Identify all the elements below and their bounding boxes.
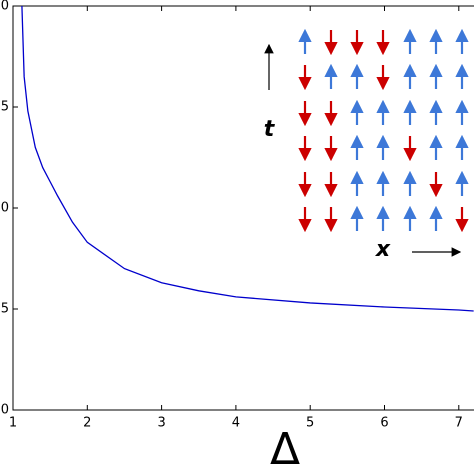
line [21,5,474,312]
y-tick-label: 0 [1,403,9,418]
y-tick-label: 20 [0,0,9,14]
x-tick-label: 2 [83,416,91,431]
inset: t x [264,28,469,262]
time-label: t [264,117,276,142]
y-tick-label: 5 [1,302,9,317]
plot-frame [12,5,474,411]
x-tick-label: 7 [455,416,463,431]
x-tick-label: 3 [157,416,165,431]
y-tick-label: 15 [0,100,9,115]
x-tick-label: 4 [232,416,240,431]
x-axis-label: Δ [270,424,300,474]
x-tick-label: 6 [380,416,388,431]
space-label: x [375,237,391,262]
y-tick-label: 10 [0,201,9,216]
x-tick-label: 5 [306,416,314,431]
x-tick-label: 1 [9,416,17,431]
